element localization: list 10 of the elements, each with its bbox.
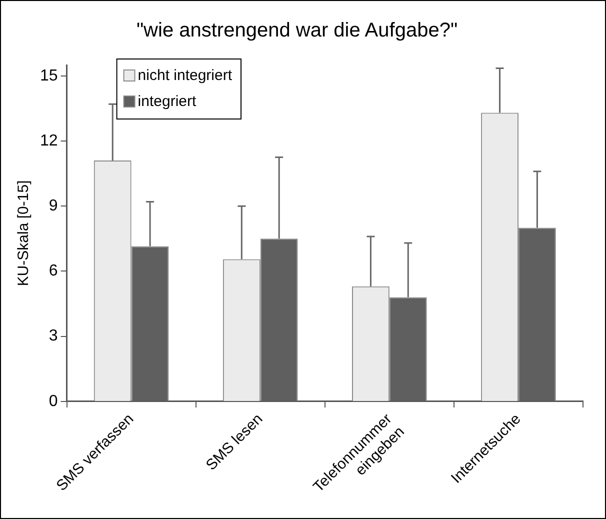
y-tick-label: 15 bbox=[40, 67, 58, 84]
y-tick-label: 6 bbox=[48, 262, 58, 280]
legend-label: integriert bbox=[138, 93, 197, 110]
y-tick-label: 12 bbox=[40, 132, 58, 150]
y-axis-title: KU-Skala [0-15] bbox=[15, 180, 32, 286]
y-tick-label: 3 bbox=[48, 328, 58, 345]
y-tick-label: 9 bbox=[48, 197, 58, 214]
chart-title: "wie anstrengend war die Aufgabe?" bbox=[136, 20, 458, 42]
y-tick-label: 0 bbox=[48, 392, 58, 410]
legend-label: nicht integriert bbox=[138, 67, 233, 84]
